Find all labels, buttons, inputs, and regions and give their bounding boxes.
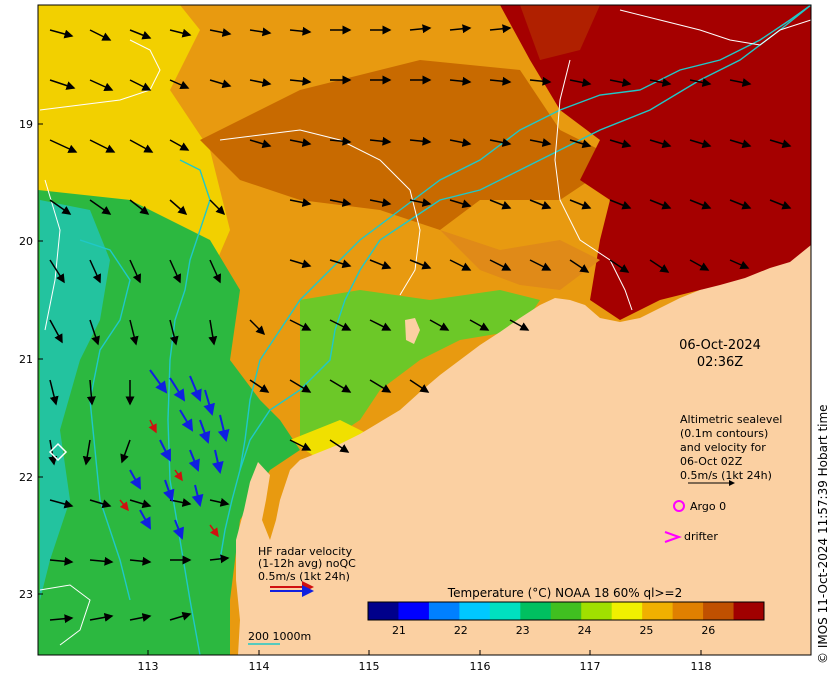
colorbar-ticks: 21 22 23 24 25 26 <box>392 624 715 637</box>
colorbar-segment <box>733 602 765 620</box>
colorbar-tick-label: 23 <box>516 624 530 637</box>
colorbar-frame <box>367 601 765 621</box>
plot-frame <box>37 4 812 656</box>
colorbar-segment <box>581 602 613 620</box>
altimetry-velocity-arrows <box>48 24 792 624</box>
colorbar-segment <box>642 602 674 620</box>
argo-legend-label: Argo 0 <box>690 500 726 513</box>
hf-radar-legend: HF radar velocity (1-12h avg) noQC 0.5m/… <box>258 545 356 597</box>
x-tick-label: 118 <box>691 660 712 673</box>
y-tick-label: 19 <box>19 118 33 131</box>
hf-radar-velocity-arrows <box>129 369 230 540</box>
altimetry-legend-line: and velocity for <box>680 441 766 454</box>
colorbar-title: Temperature (°C) NOAA 18 60% ql>=2 <box>447 586 682 600</box>
altimetry-legend-line: Altimetric sealevel <box>680 413 782 426</box>
y-tick-label: 23 <box>19 588 33 601</box>
altimetry-legend-line: (0.1m contours) <box>680 427 768 440</box>
colorbar-segment <box>368 602 399 620</box>
altimetry-legend-line: 06-Oct 02Z <box>680 455 743 468</box>
colorbar <box>367 601 765 621</box>
colorbar-segment <box>611 602 643 620</box>
x-tick-label: 116 <box>470 660 491 673</box>
drifter-legend-label: drifter <box>684 530 718 543</box>
y-axis-ticks <box>38 123 43 595</box>
argo-float-marker <box>48 442 68 462</box>
y-tick-label: 20 <box>19 235 33 248</box>
hf-radar-legend-line: 0.5m/s (1kt 24h) <box>258 570 350 583</box>
x-tick-label: 117 <box>580 660 601 673</box>
altimetry-legend-line: 0.5m/s (1kt 24h) <box>680 469 772 482</box>
bathymetry-legend-label: 200 1000m <box>248 630 311 643</box>
map-date: 06-Oct-2024 <box>679 338 761 353</box>
colorbar-segment <box>520 602 552 620</box>
colorbar-tick-label: 25 <box>639 624 653 637</box>
hf-radar-low-quality-arrows <box>119 419 219 538</box>
sea-level-contours <box>39 9 811 646</box>
colorbar-tick-label: 24 <box>578 624 592 637</box>
hf-radar-legend-line: HF radar velocity <box>258 545 353 558</box>
y-tick-label: 21 <box>19 353 33 366</box>
argo-legend-symbol <box>673 500 685 512</box>
x-tick-label: 115 <box>359 660 380 673</box>
x-axis-ticks <box>147 650 702 655</box>
y-tick-label: 22 <box>19 471 33 484</box>
drifter-legend-symbol <box>664 531 682 543</box>
colorbar-tick-label: 22 <box>454 624 468 637</box>
colorbar-segment <box>672 602 704 620</box>
colorbar-segment <box>428 602 460 620</box>
colorbar-segment <box>489 602 521 620</box>
x-tick-label: 114 <box>249 660 270 673</box>
altimetry-legend: Altimetric sealevel (0.1m contours) and … <box>680 413 782 486</box>
colorbar-tick-label: 26 <box>701 624 715 637</box>
colorbar-segment <box>550 602 582 620</box>
sst-raster <box>38 5 811 655</box>
hf-radar-legend-line: (1-12h avg) noQC <box>258 557 356 570</box>
colorbar-segment <box>459 602 491 620</box>
map-time: 02:36Z <box>697 355 743 370</box>
imos-credit: © IMOS 11-Oct-2024 11:57:39 Hobart time <box>816 404 830 664</box>
colorbar-segment <box>703 602 735 620</box>
x-tick-label: 113 <box>138 660 159 673</box>
colorbar-segment <box>398 602 430 620</box>
colorbar-tick-label: 21 <box>392 624 406 637</box>
